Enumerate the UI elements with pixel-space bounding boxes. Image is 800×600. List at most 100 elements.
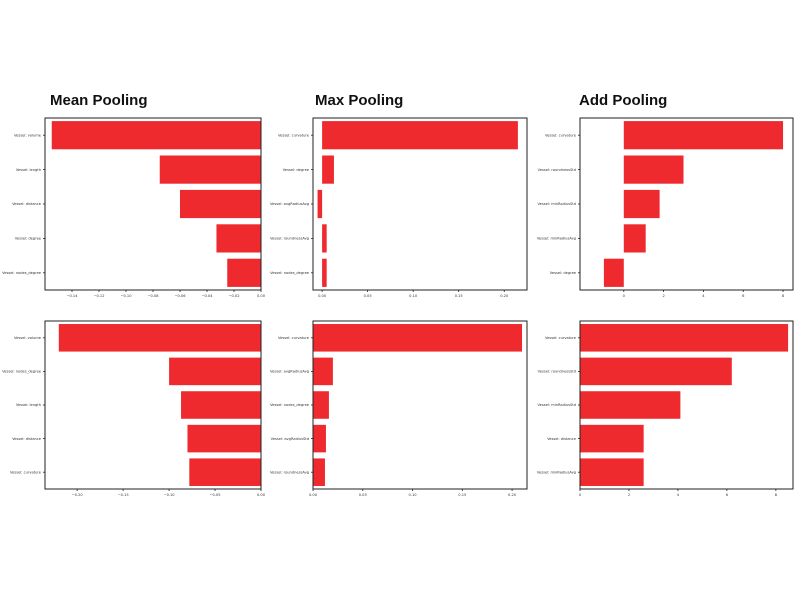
column-title-max-pooling: Max Pooling <box>315 92 404 109</box>
category-label: Vessel: curvature <box>545 336 577 340</box>
bar <box>623 224 646 253</box>
x-tick-label: −0.10 <box>120 294 132 298</box>
chart-max-pooling-bottom: Vessel: curvature Vessel: avgRadiusAvg Ves… <box>270 320 528 497</box>
chart-add-pooling-top: Vessel: curvature Vessel: roundnessStd Ves… <box>537 117 794 298</box>
x-tick-label: −0.14 <box>66 294 78 298</box>
x-tick-label: 0.10 <box>409 294 418 298</box>
chart-mean-pooling-bottom: Vessel: volume Vessel: nodes_degree Vessel… <box>2 320 266 497</box>
plot-frame <box>579 117 794 291</box>
bar <box>623 121 784 150</box>
category-label: Vessel: degree <box>550 271 577 275</box>
plot-frame <box>44 117 262 291</box>
bar <box>322 155 334 184</box>
category-label: Vessel: minRadiusStd <box>538 403 577 407</box>
category-label: Vessel: roundnessAvg <box>270 237 309 241</box>
bar <box>313 424 326 453</box>
category-label: Vessel: distance <box>12 202 42 206</box>
bar <box>187 424 261 453</box>
bar <box>313 324 523 352</box>
bar <box>216 224 261 253</box>
column-title-mean-pooling: Mean Pooling <box>50 92 148 109</box>
category-label: Vessel: curvature <box>545 133 577 137</box>
x-tick-label: 6 <box>742 294 745 298</box>
bar <box>313 357 333 386</box>
x-tick-label: 2 <box>662 294 664 298</box>
category-label: Vessel: minRadiusStd <box>538 202 577 206</box>
category-label: Vessel: distance <box>547 437 577 441</box>
x-tick-label: 0.00 <box>257 294 266 298</box>
plot-frame <box>312 320 528 490</box>
x-tick-label: 0 <box>579 493 582 497</box>
bar <box>580 424 644 453</box>
x-tick-label: 8 <box>775 493 778 497</box>
x-tick-label: 6 <box>726 493 729 497</box>
category-label: Vessel: avgRadiusStd <box>271 437 309 441</box>
chart-max-pooling-top: Vessel: curvature Vessel: degree Vessel: a… <box>270 117 528 298</box>
x-tick-label: −0.04 <box>201 294 213 298</box>
x-tick-label: 0 <box>623 294 626 298</box>
bar <box>58 324 262 352</box>
bar <box>227 258 261 287</box>
category-label: Vessel: curvature <box>278 133 310 137</box>
chart-add-pooling-bottom: Vessel: curvature Vessel: roundnessStd Ves… <box>537 320 794 497</box>
x-tick-label: −0.02 <box>228 294 239 298</box>
x-tick-label: 8 <box>782 294 785 298</box>
x-tick-label: 4 <box>702 294 705 298</box>
category-label: Vessel: degree <box>283 168 310 172</box>
bar <box>322 224 327 253</box>
category-label: Vessel: degree <box>15 237 42 241</box>
bar <box>189 458 261 486</box>
x-tick-label: 0.00 <box>257 493 266 497</box>
x-tick-label: −0.20 <box>72 493 84 497</box>
bar <box>180 189 261 219</box>
x-tick-label: 0.05 <box>364 294 372 298</box>
bar <box>51 121 261 150</box>
bar <box>313 458 325 486</box>
bar <box>322 121 518 150</box>
x-tick-label: −0.10 <box>164 493 176 497</box>
category-label: Vessel: nodes_degree <box>2 370 42 374</box>
category-label: Vessel: roundnessStd <box>538 370 576 374</box>
bar <box>623 189 660 219</box>
plot-frame <box>579 320 794 490</box>
category-label: Vessel: distance <box>12 437 42 441</box>
x-tick-label: 0.00 <box>309 493 318 497</box>
category-label: Vessel: nodes_degree <box>270 403 310 407</box>
bar <box>580 357 732 386</box>
x-tick-label: 0.15 <box>455 294 463 298</box>
category-label: Vessel: nodes_degree <box>2 271 42 275</box>
bar <box>159 155 261 184</box>
x-tick-label: 0.05 <box>359 493 367 497</box>
bar <box>580 458 644 486</box>
bar <box>322 258 327 287</box>
category-label: Vessel: curvature <box>10 470 42 474</box>
category-label: Vessel: roundnessStd <box>538 168 576 172</box>
bar <box>580 324 789 352</box>
category-label: Vessel: curvature <box>278 336 310 340</box>
category-label: Vessel: minRadiusAvg <box>537 470 576 474</box>
x-tick-label: 4 <box>677 493 680 497</box>
bar <box>580 391 681 419</box>
category-label: Vessel: volume <box>14 336 42 340</box>
x-tick-label: −0.06 <box>174 294 186 298</box>
x-tick-label: 0.00 <box>318 294 327 298</box>
category-label: Vessel: volume <box>14 133 42 137</box>
category-label: Vessel: roundnessAvg <box>270 470 309 474</box>
bar <box>169 357 261 386</box>
x-tick-label: −0.12 <box>93 294 104 298</box>
category-label: Vessel: avgRadiusAvg <box>270 202 309 206</box>
x-tick-label: 2 <box>628 493 630 497</box>
bar <box>317 189 323 219</box>
bar <box>313 391 329 419</box>
category-label: Vessel: nodes_degree <box>270 271 310 275</box>
x-tick-label: −0.05 <box>210 493 221 497</box>
chart-mean-pooling-top: Vessel: volume Vessel: length Vessel: dist… <box>2 117 266 298</box>
bar <box>603 258 624 287</box>
plot-frame <box>44 320 262 490</box>
x-tick-label: 0.20 <box>500 294 509 298</box>
x-tick-label: −0.15 <box>118 493 129 497</box>
x-tick-label: 0.10 <box>409 493 418 497</box>
category-label: Vessel: length <box>16 403 41 407</box>
category-label: Vessel: minRadiusAvg <box>537 237 576 241</box>
category-label: Vessel: length <box>16 168 41 172</box>
